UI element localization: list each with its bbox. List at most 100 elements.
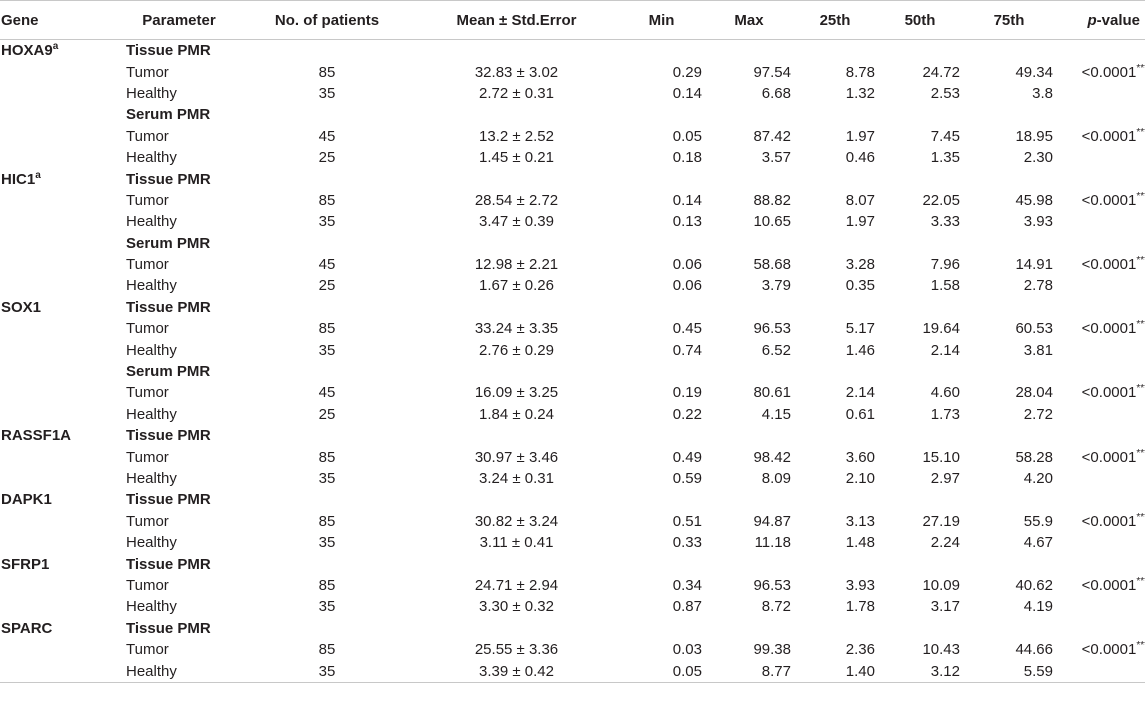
cell-n: 45	[318, 127, 336, 145]
pvalue-suffix: -value	[1096, 11, 1140, 29]
group-label: Healthy	[126, 470, 177, 487]
cell-p50	[877, 425, 963, 446]
cell-p50: 3.17	[930, 598, 960, 616]
cell-gene: SFRP1	[0, 553, 119, 574]
cell-p75: 2.78	[1023, 277, 1053, 295]
cell-p: <0.0001***	[1055, 61, 1145, 82]
cell-p75	[963, 361, 1055, 382]
group-label: Healthy	[126, 277, 177, 295]
cell-min: 0.14	[672, 84, 702, 102]
cell-p50: 27.19	[922, 512, 960, 530]
cell-n	[239, 40, 415, 62]
cell-max	[705, 233, 793, 254]
table-row: Healthy 35 3.24 ± 0.31 0.59 8.09 2.10 2.97 4.20	[0, 468, 1145, 489]
cell-p	[1055, 553, 1145, 574]
cell-gene	[0, 361, 119, 382]
cell-max: 80.61	[753, 384, 791, 402]
pvalue-text: <0.0001	[1081, 512, 1137, 530]
cell-n	[239, 104, 415, 125]
group-label: Healthy	[126, 598, 177, 616]
cell-p50	[877, 104, 963, 125]
pvalue-text: <0.0001	[1081, 448, 1137, 466]
cell-gene	[0, 233, 119, 254]
gene-name: HOXA9	[1, 42, 53, 60]
cell-p50	[877, 168, 963, 189]
cell-n: 85	[318, 320, 336, 338]
cell-gene: HOXA9a	[0, 40, 119, 62]
cell-min: 0.06	[672, 277, 702, 295]
cell-mean: 12.98 ± 2.21	[474, 256, 559, 274]
cell-p	[1055, 532, 1145, 553]
group-label: Healthy	[126, 341, 177, 359]
significance-stars: ***	[1136, 383, 1145, 395]
table-row: Tumor 85 30.82 ± 3.24 0.51 94.87 3.13 27.19 55.…	[0, 511, 1145, 532]
cell-p25: 1.97	[845, 127, 875, 145]
cell-p	[1055, 339, 1145, 360]
cell-p50: 2.24	[930, 534, 960, 552]
cell-p25: 1.46	[845, 341, 875, 359]
cell-p75: 4.67	[1023, 534, 1053, 552]
cell-mean: 13.2 ± 2.52	[479, 127, 554, 145]
cell-p75	[963, 425, 1055, 446]
cell-n: 85	[318, 191, 336, 209]
table-row: Healthy 35 3.47 ± 0.39 0.13 10.65 1.97 3.33 3.9…	[0, 211, 1145, 232]
group-label: Tumor	[126, 191, 169, 209]
cell-n: 85	[318, 576, 336, 594]
section-label: Tissue PMR	[126, 42, 211, 60]
cell-p	[1055, 361, 1145, 382]
cell-min: 0.33	[672, 534, 702, 552]
cell-gene	[0, 382, 119, 403]
section-label: Serum PMR	[126, 106, 211, 124]
cell-p50	[877, 233, 963, 254]
group-label: Healthy	[126, 662, 177, 680]
cell-p75	[963, 40, 1055, 62]
section-label: Tissue PMR	[126, 170, 211, 188]
cell-gene: RASSF1A	[0, 425, 119, 446]
cell-mean	[415, 40, 618, 62]
cell-mean: 30.97 ± 3.46	[474, 448, 559, 466]
cell-p	[1055, 618, 1145, 639]
table-row: DAPK1 Tissue PMR	[0, 489, 1145, 510]
cell-p25: 8.78	[845, 63, 875, 81]
group-label: Tumor	[126, 641, 169, 659]
cell-p75: 58.28	[1015, 448, 1053, 466]
cell-mean: 33.24 ± 3.35	[474, 320, 559, 338]
cell-mean: 3.11 ± 0.41	[479, 534, 554, 552]
section-label: Tissue PMR	[126, 491, 211, 509]
cell-p75: 45.98	[1015, 191, 1053, 209]
cell-p	[1055, 211, 1145, 232]
group-label: Healthy	[126, 149, 177, 167]
cell-p	[1055, 404, 1145, 425]
table-row: RASSF1A Tissue PMR	[0, 425, 1145, 446]
cell-p75: 49.34	[1015, 63, 1053, 81]
cell-n: 35	[318, 84, 336, 102]
cell-p50: 2.97	[930, 470, 960, 487]
cell-mean: 1.45 ± 0.21	[479, 149, 554, 167]
table-row: Healthy 25 1.67 ± 0.26 0.06 3.79 0.35 1.58 2.78	[0, 275, 1145, 296]
cell-mean	[415, 425, 618, 446]
cell-max: 8.77	[761, 662, 791, 680]
cell-n	[239, 233, 415, 254]
cell-p	[1055, 468, 1145, 489]
table-row: Tumor 45 16.09 ± 3.25 0.19 80.61 2.14 4.60 28.0…	[0, 382, 1145, 403]
cell-min	[618, 233, 705, 254]
cell-n: 35	[318, 470, 336, 487]
cell-p75	[963, 233, 1055, 254]
pvalue-text: <0.0001	[1081, 63, 1137, 81]
cell-p75: 28.04	[1015, 384, 1053, 402]
cell-p50: 1.35	[930, 149, 960, 167]
section-label: Tissue PMR	[126, 427, 211, 445]
cell-gene	[0, 468, 119, 489]
table-row: Serum PMR	[0, 361, 1145, 382]
cell-n	[239, 297, 415, 318]
cell-min	[618, 361, 705, 382]
cell-min: 0.59	[672, 470, 702, 487]
cell-p50	[877, 40, 963, 62]
cell-mean: 25.55 ± 3.36	[474, 641, 559, 659]
cell-p75	[963, 618, 1055, 639]
table-row: SOX1 Tissue PMR	[0, 297, 1145, 318]
cell-p25	[793, 168, 877, 189]
cell-p50	[877, 361, 963, 382]
col-header-gene: Gene	[1, 11, 39, 29]
cell-p	[1055, 297, 1145, 318]
